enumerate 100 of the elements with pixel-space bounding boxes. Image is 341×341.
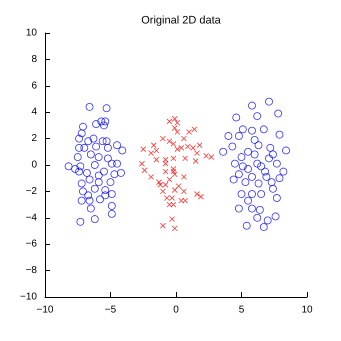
point bbox=[184, 144, 191, 150]
point bbox=[190, 144, 196, 151]
point bbox=[86, 103, 94, 111]
point bbox=[113, 141, 121, 150]
point bbox=[78, 129, 86, 138]
point bbox=[234, 132, 243, 140]
point bbox=[265, 98, 273, 106]
point bbox=[142, 167, 148, 174]
point bbox=[162, 156, 168, 163]
point bbox=[242, 222, 251, 230]
point bbox=[172, 187, 178, 193]
point bbox=[194, 150, 200, 156]
point bbox=[253, 214, 262, 222]
point bbox=[261, 168, 269, 176]
point bbox=[238, 125, 247, 134]
point bbox=[139, 160, 145, 167]
point bbox=[264, 216, 272, 224]
point bbox=[174, 146, 180, 152]
point bbox=[257, 190, 266, 198]
point bbox=[108, 190, 116, 198]
point bbox=[208, 154, 214, 160]
x-tick-label: −5 bbox=[104, 304, 117, 316]
point bbox=[153, 156, 160, 163]
point bbox=[100, 168, 108, 176]
point bbox=[102, 137, 110, 146]
point bbox=[108, 160, 116, 168]
point bbox=[84, 137, 92, 146]
point bbox=[170, 156, 176, 162]
point bbox=[98, 137, 107, 146]
point bbox=[75, 168, 83, 176]
point bbox=[272, 212, 280, 220]
point bbox=[101, 191, 110, 200]
point bbox=[172, 116, 178, 122]
point bbox=[75, 134, 83, 142]
point bbox=[257, 162, 266, 170]
y-tick-label: 8 bbox=[31, 54, 38, 65]
point bbox=[272, 160, 281, 168]
point bbox=[262, 172, 270, 181]
point bbox=[80, 144, 88, 152]
point bbox=[86, 196, 94, 205]
point bbox=[180, 136, 187, 142]
point bbox=[166, 176, 172, 182]
y-tick-label: 0 bbox=[31, 160, 38, 170]
point bbox=[269, 184, 277, 193]
y-tick-label: 10 bbox=[26, 28, 38, 38]
y-tick-label: −8 bbox=[26, 265, 38, 276]
y-tick-label: 2 bbox=[31, 133, 38, 144]
point bbox=[180, 188, 187, 194]
point bbox=[83, 169, 91, 177]
point bbox=[176, 183, 182, 190]
point bbox=[178, 198, 184, 204]
point bbox=[86, 204, 95, 212]
point bbox=[101, 186, 110, 194]
y-tick-label: −4 bbox=[26, 212, 38, 224]
point bbox=[92, 120, 100, 128]
point bbox=[234, 204, 243, 212]
point bbox=[192, 158, 199, 164]
point bbox=[253, 160, 262, 168]
point bbox=[86, 150, 95, 158]
point bbox=[253, 112, 262, 120]
point bbox=[276, 130, 284, 139]
point bbox=[71, 165, 80, 173]
point bbox=[118, 146, 126, 154]
y-tick-label: 4 bbox=[31, 106, 38, 118]
point bbox=[166, 202, 172, 208]
point bbox=[79, 188, 87, 196]
point bbox=[96, 195, 104, 204]
point bbox=[94, 178, 103, 186]
point bbox=[101, 118, 110, 126]
point bbox=[108, 202, 116, 210]
point bbox=[248, 126, 256, 135]
point bbox=[162, 168, 168, 174]
point bbox=[248, 190, 256, 198]
y-tick-label: −10 bbox=[20, 292, 38, 302]
point bbox=[232, 114, 240, 122]
point bbox=[106, 178, 114, 186]
point bbox=[76, 218, 84, 226]
point bbox=[274, 110, 282, 118]
point bbox=[166, 118, 172, 124]
point bbox=[140, 146, 146, 152]
x-tick-label: 0 bbox=[173, 304, 180, 316]
point bbox=[170, 140, 176, 147]
x-tick-label: 5 bbox=[238, 304, 245, 316]
point bbox=[224, 132, 232, 140]
point bbox=[169, 216, 175, 222]
point bbox=[248, 204, 256, 212]
point bbox=[266, 144, 274, 152]
point bbox=[172, 225, 178, 232]
point bbox=[162, 160, 168, 167]
point bbox=[254, 180, 262, 188]
point bbox=[219, 148, 228, 156]
point bbox=[148, 150, 154, 156]
point bbox=[79, 122, 87, 131]
point bbox=[180, 174, 187, 180]
point bbox=[182, 156, 188, 162]
point bbox=[102, 104, 110, 112]
point bbox=[242, 178, 250, 186]
point bbox=[94, 153, 103, 161]
point bbox=[203, 152, 210, 159]
x-tick-label: 10 bbox=[301, 304, 313, 316]
